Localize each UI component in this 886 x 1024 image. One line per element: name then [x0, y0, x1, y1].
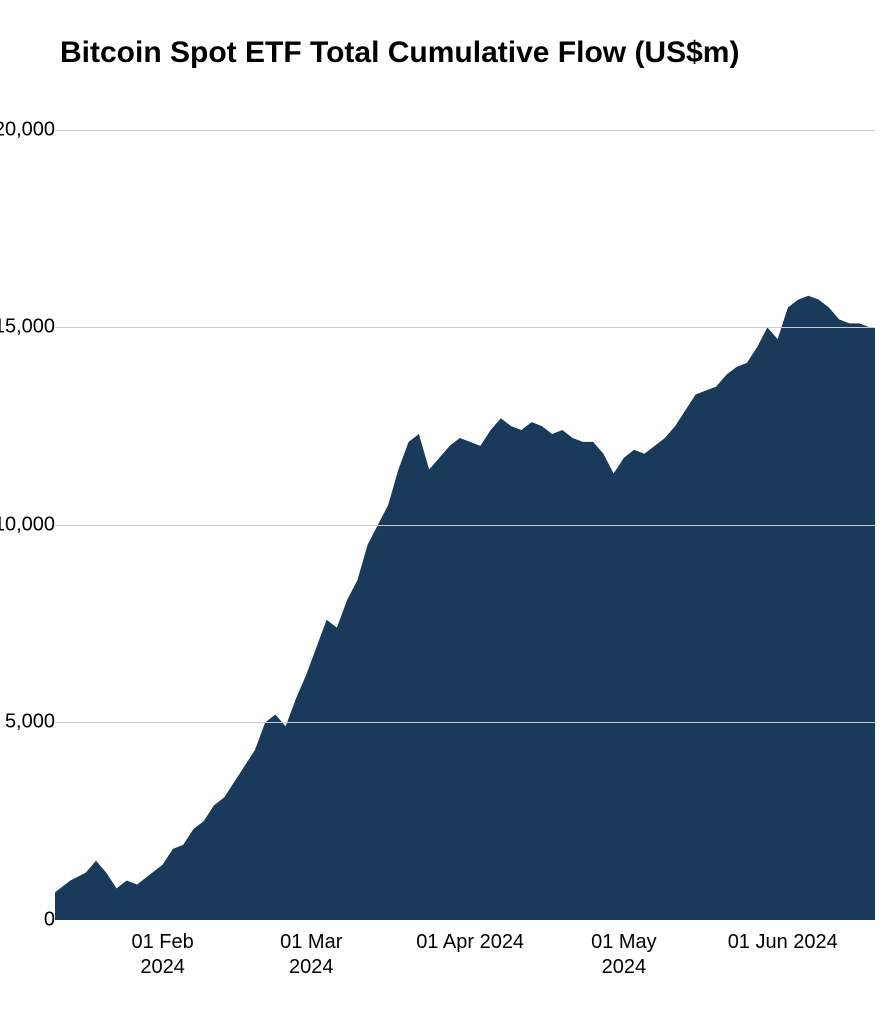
y-tick-label: 20,000: [0, 118, 55, 141]
gridline: [55, 722, 875, 723]
x-tick-label: 01 Apr 2024: [410, 930, 530, 955]
x-tick-label: 01 May 2024: [564, 930, 684, 980]
gridline: [55, 130, 875, 131]
plot-area: 05,00010,00015,00020,00001 Feb 202401 Ma…: [55, 110, 875, 920]
area-series: [55, 110, 875, 920]
y-tick-label: 5,000: [0, 711, 55, 734]
chart-title: Bitcoin Spot ETF Total Cumulative Flow (…: [60, 36, 739, 70]
x-tick-label: 01 Jun 2024: [723, 930, 843, 955]
gridline: [55, 327, 875, 328]
gridline: [55, 525, 875, 526]
y-tick-label: 15,000: [0, 316, 55, 339]
area-fill: [55, 296, 875, 920]
x-tick-label: 01 Feb 2024: [103, 930, 223, 980]
x-tick-label: 01 Mar 2024: [251, 930, 371, 980]
area-chart: Bitcoin Spot ETF Total Cumulative Flow (…: [0, 0, 886, 1024]
y-tick-label: 10,000: [0, 513, 55, 536]
y-tick-label: 0: [0, 909, 55, 932]
